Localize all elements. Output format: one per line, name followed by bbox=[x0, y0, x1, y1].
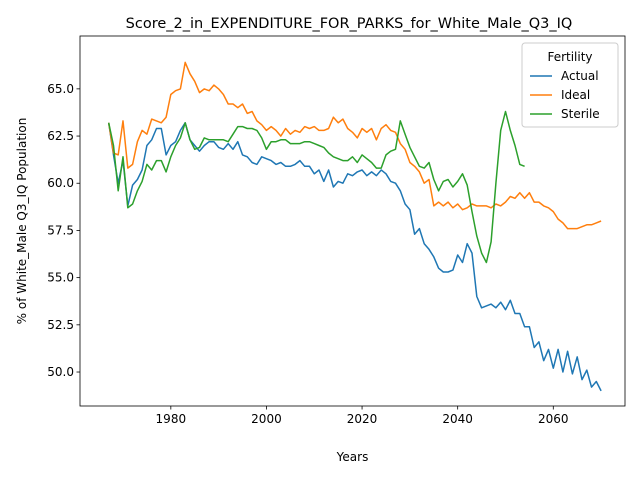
x-tick-label: 2060 bbox=[538, 412, 569, 426]
y-tick-label: 50.0 bbox=[47, 365, 74, 379]
legend: Fertility Actual Ideal Sterile bbox=[521, 42, 619, 128]
x-tick-label: 1980 bbox=[156, 412, 187, 426]
y-tick-label: 65.0 bbox=[47, 82, 74, 96]
y-tick-label: 55.0 bbox=[47, 271, 74, 285]
legend-label-ideal: Ideal bbox=[561, 88, 590, 102]
y-axis-title: % of White_Male Q3_IQ Population bbox=[15, 118, 29, 325]
x-axis-title: Years bbox=[336, 450, 369, 464]
x-tick-label: 2020 bbox=[347, 412, 378, 426]
y-axis-ticks: 50.0 52.5 55.0 57.5 60.0 62.5 65.0 bbox=[47, 82, 80, 379]
legend-title: Fertility bbox=[547, 50, 592, 64]
y-tick-label: 62.5 bbox=[47, 129, 74, 143]
plot-frame bbox=[79, 35, 626, 407]
series-line-sterile bbox=[107, 110, 525, 264]
y-tick-label: 52.5 bbox=[47, 318, 74, 332]
chart-title: Score_2_in_EXPENDITURE_FOR_PARKS_for_Whi… bbox=[126, 16, 573, 32]
legend-box bbox=[521, 42, 619, 128]
x-tick-label: 2000 bbox=[251, 412, 282, 426]
plot-lines bbox=[107, 61, 602, 392]
series-line-ideal bbox=[107, 61, 602, 230]
y-tick-label: 57.5 bbox=[47, 223, 74, 237]
legend-items: Actual Ideal Sterile bbox=[530, 69, 600, 121]
x-axis-ticks: 1980 2000 2020 2040 2060 bbox=[156, 406, 569, 426]
y-tick-label: 60.0 bbox=[47, 176, 74, 190]
x-tick-label: 2040 bbox=[442, 412, 473, 426]
legend-label-sterile: Sterile bbox=[561, 107, 600, 121]
legend-label-actual: Actual bbox=[561, 69, 599, 83]
